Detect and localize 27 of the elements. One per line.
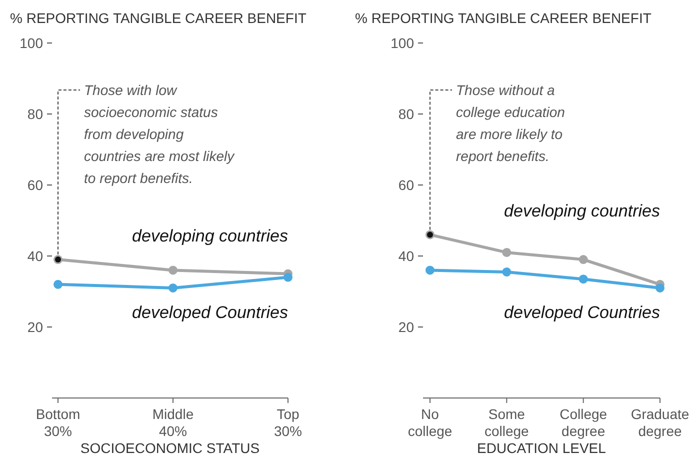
y-tick-label: 60 (398, 176, 414, 193)
y-tick-label: 40 (27, 248, 44, 264)
x-tick-label: Middle 40% (152, 406, 194, 439)
y-axis-title: % REPORTING TANGIBLE CAREER BENEFIT (10, 10, 306, 26)
x-axis-title: SOCIOECONOMIC STATUS (79, 440, 261, 456)
annotation: Those with low socioeconomic status from developing countries are most likely to report benefits. (84, 82, 236, 186)
series-label: developing countries (504, 202, 660, 221)
y-tick-label: 100 (390, 34, 414, 51)
y-tick-label: 40 (398, 248, 414, 264)
y-tick-label: 20 (27, 318, 44, 335)
x-axis-title: EDUCATION LEVEL (476, 440, 607, 456)
y-tick-label: 80 (398, 106, 414, 122)
series-label: developed Countries (504, 302, 660, 322)
x-tick-label: College degree (560, 406, 608, 439)
y-axis-title: % REPORTING TANGIBLE CAREER BENEFIT (355, 10, 652, 26)
annotation: Those without a college education are more likely to report benefits. (456, 82, 566, 164)
x-tick-label: Graduate degree (630, 406, 690, 439)
x-tick-label: Bottom 30% (36, 406, 80, 439)
series-label: developed Countries (132, 302, 288, 322)
x-tick-label: No college (408, 406, 452, 439)
y-tick-label: 20 (398, 318, 414, 335)
y-tick-label: 80 (27, 106, 44, 122)
y-tick-label: 60 (27, 176, 44, 193)
x-tick-label: Top 30% (274, 406, 302, 439)
y-tick-label: 100 (20, 34, 44, 51)
series-label: developing countries (132, 226, 288, 246)
x-tick-label: Some college (484, 406, 530, 439)
